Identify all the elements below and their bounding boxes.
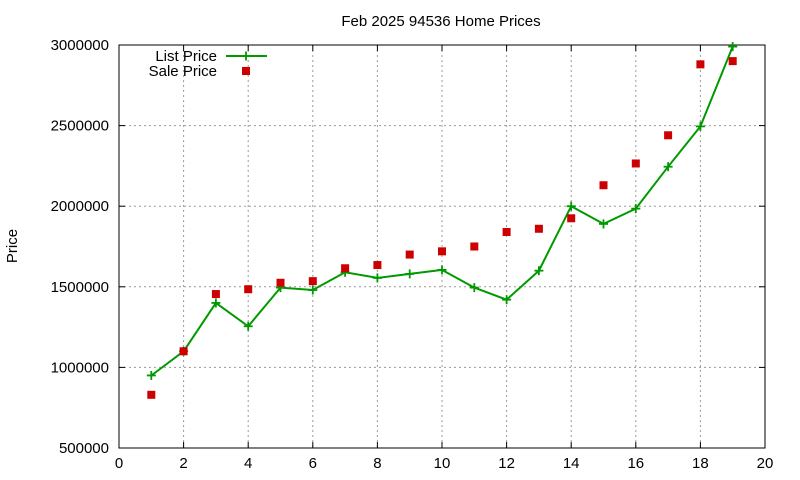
sale-price-point (244, 285, 253, 294)
series (146, 42, 738, 399)
sale-price-point (631, 159, 640, 168)
x-tick-label: 4 (244, 455, 252, 472)
list-price-point (599, 219, 608, 229)
list-price-point (211, 298, 221, 308)
legend-label-sale-price: Sale Price (149, 63, 217, 80)
sale-price-point (179, 347, 188, 356)
list-price-point (534, 266, 544, 276)
grid (119, 45, 765, 448)
list-price-point (308, 285, 318, 295)
list-price-point (695, 121, 705, 131)
legend-label-list-price: List Price (155, 48, 217, 65)
sale-price-point (147, 390, 156, 399)
x-tick-label: 14 (563, 455, 580, 472)
chart-title: Feb 2025 94536 Home Prices (341, 13, 540, 30)
sale-price-point (664, 131, 673, 140)
y-tick-label: 500000 (59, 440, 109, 457)
list-price-point (502, 295, 512, 305)
x-tick-label: 2 (179, 455, 187, 472)
list-price-series (146, 42, 738, 380)
legend-marker-list-price (241, 51, 251, 61)
x-tick-label: 16 (627, 455, 644, 472)
list-price-point (243, 321, 253, 331)
sale-price-point (308, 277, 317, 286)
y-tick-label: 2500000 (51, 118, 109, 135)
sale-price-point (470, 242, 479, 251)
x-tick-label: 8 (373, 455, 381, 472)
list-price-point (146, 370, 156, 380)
list-price-point (663, 162, 673, 172)
sale-price-point (567, 214, 576, 223)
list-price-point (437, 265, 447, 275)
sale-price-point (211, 290, 220, 299)
list-price-point (469, 283, 479, 293)
y-tick-label: 2000000 (51, 198, 109, 215)
y-tick-label: 1000000 (51, 359, 109, 376)
list-price-point (405, 269, 415, 279)
sale-price-point (599, 181, 608, 190)
sale-price-point (696, 60, 705, 69)
y-tick-label: 1500000 (51, 279, 109, 296)
sale-price-point (502, 227, 511, 236)
x-tick-label: 0 (115, 455, 123, 472)
list-price-point (728, 42, 738, 52)
axis-ticks: 0 2 4 6 8 10 12 14 16 18 20 500000 1000000 1500000 200… (51, 37, 774, 472)
sale-price-series (147, 57, 737, 399)
list-price-point (631, 204, 641, 214)
sale-price-point (373, 261, 382, 270)
x-tick-label: 10 (434, 455, 451, 472)
legend-marker-sale-price (242, 67, 250, 75)
x-tick-label: 18 (692, 455, 709, 472)
y-tick-label: 3000000 (51, 37, 109, 54)
sale-price-point (341, 264, 350, 273)
sale-price-point (405, 250, 414, 259)
sale-price-point (728, 57, 737, 66)
sale-price-point (534, 224, 543, 233)
sale-price-point (438, 247, 446, 256)
list-price-point (372, 273, 382, 283)
x-tick-label: 20 (757, 455, 774, 472)
x-tick-label: 12 (498, 455, 515, 472)
list-price-point (566, 201, 576, 211)
sale-price-point (276, 278, 285, 287)
x-tick-label: 6 (309, 455, 317, 472)
y-axis-label: Price (4, 229, 21, 263)
